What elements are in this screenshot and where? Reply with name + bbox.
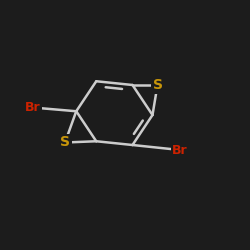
Text: Br: Br: [172, 144, 188, 156]
Text: Br: Br: [25, 101, 40, 114]
Text: S: S: [152, 78, 162, 92]
Text: S: S: [60, 136, 70, 149]
